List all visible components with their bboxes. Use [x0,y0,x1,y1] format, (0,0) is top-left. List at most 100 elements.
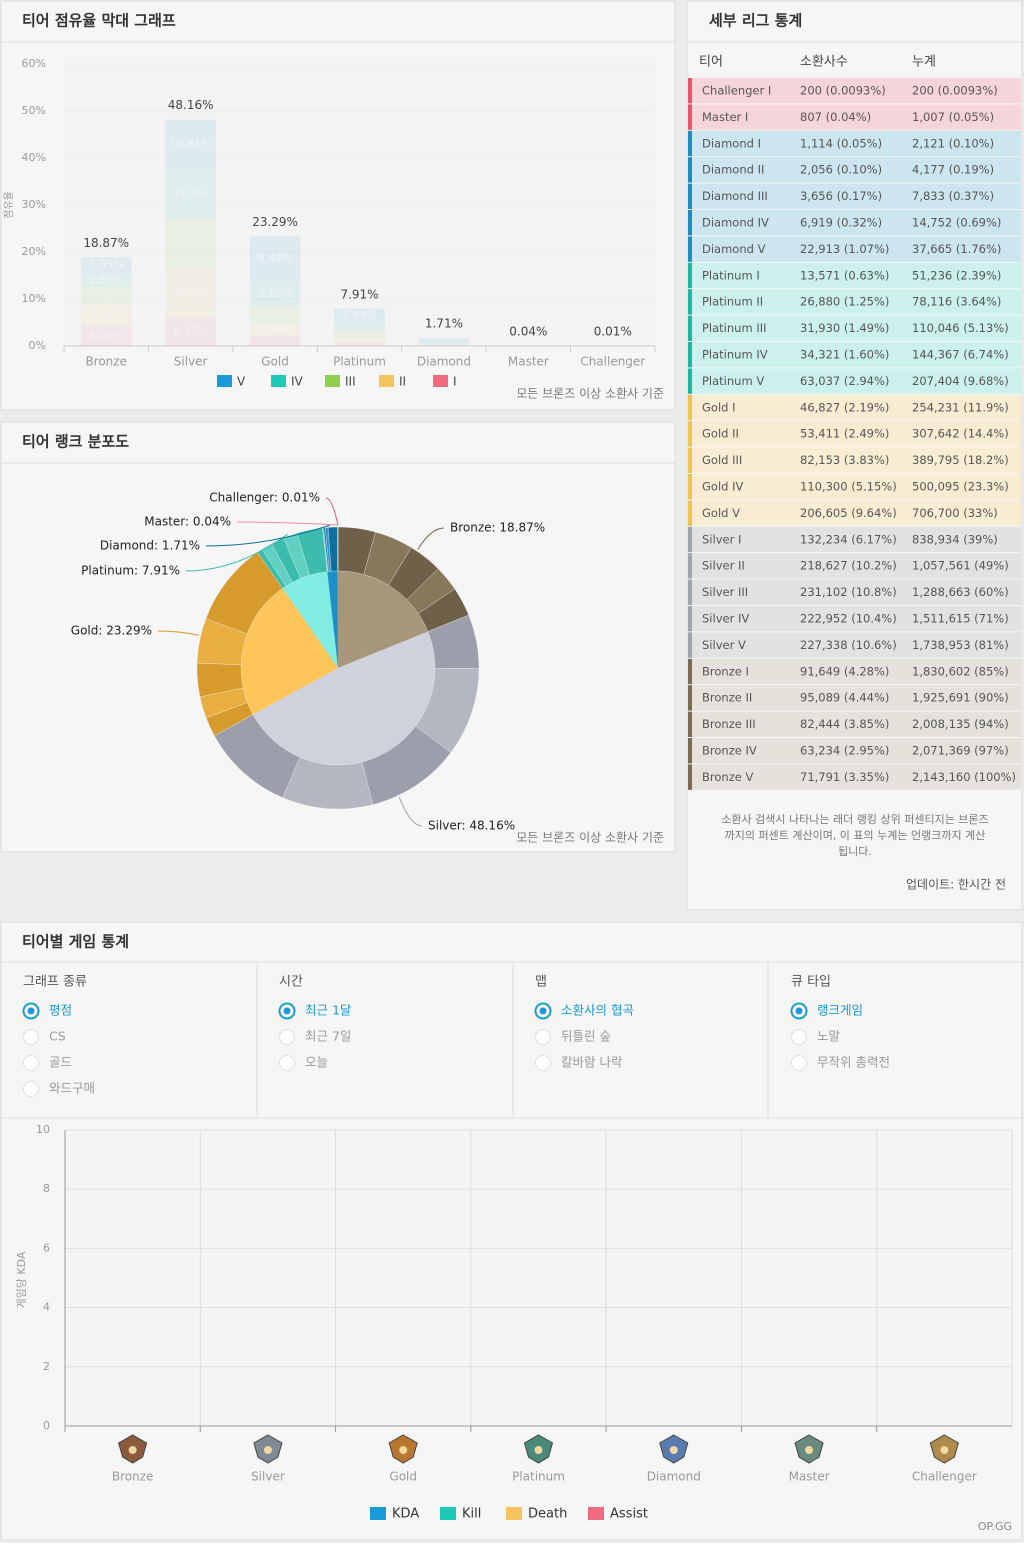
segment-label: 2.95% [89,273,124,286]
panel-title: 티어별 게임 통계 [22,933,129,951]
tier-emblem-gem [399,1446,408,1454]
segment-label: 9.64% [258,252,293,265]
row-tier-bar [688,342,692,368]
y-tick-label: 6 [43,1241,50,1254]
table-cell: 132,234 (6.17%) [800,532,897,546]
segment-label: 5.15% [258,287,293,300]
y-tick-label: 0 [43,1419,50,1432]
table-cell: 2,008,135 (94%) [912,717,1009,731]
table-row [688,236,1021,262]
pie-slice [327,571,338,668]
radio[interactable] [791,1055,807,1071]
plot-area [65,1130,1012,1426]
table-cell: 71,791 (3.35%) [800,770,889,784]
radio-label[interactable]: CS [49,1029,66,1044]
slice-label: Silver: 48.16% [428,819,515,833]
row-tier-bar [688,210,692,236]
bar-segment [334,337,385,344]
radio-label[interactable]: 칼바람 나락 [561,1055,623,1070]
y-tick-label: 4 [43,1301,50,1314]
table-cell: 53,411 (2.49%) [800,427,889,441]
radio-label[interactable]: 최근 1달 [305,1003,352,1018]
bar-segment [165,169,216,219]
table-cell: Silver II [702,559,745,573]
radio[interactable] [791,1029,807,1045]
radio-label[interactable]: 최근 7일 [305,1029,351,1044]
table-cell: 807 (0.04%) [800,110,871,124]
radio-label[interactable]: 평점 [49,1003,72,1018]
table-cell: Platinum I [702,268,760,282]
legend-label: KDA [392,1507,419,1522]
table-cell: Silver III [702,585,748,599]
radio-label[interactable]: 골드 [49,1055,72,1070]
table-row [688,157,1021,183]
radio-dot[interactable] [283,1007,291,1015]
row-tier-bar [688,738,692,764]
x-tick-label: Gold [261,355,289,369]
bar-segment [249,324,301,336]
filter-label: 시간 [279,975,303,990]
x-tick-label: Master [508,355,549,369]
radio-label[interactable]: 소환사의 협곡 [561,1003,634,1018]
leader-line [325,497,339,526]
table-header: 누계 [912,55,936,70]
y-tick-label: 20% [22,245,46,258]
table-cell: 63,234 (2.95%) [800,744,889,758]
table-header: 티어 [699,55,723,70]
total-label: 23.29% [252,215,298,229]
panel-title: 티어 점유율 막대 그래프 [22,12,176,30]
row-tier-bar [688,685,692,711]
chart-note: 모든 브론즈 이상 소환사 기준 [516,387,664,401]
table-cell: 31,930 (1.49%) [800,321,889,335]
radio[interactable] [279,1055,295,1071]
radio-label[interactable]: 오늘 [305,1055,328,1070]
bar-segment [165,218,216,270]
table-cell: Challenger I [702,84,771,98]
table-row [688,262,1021,289]
leader-line [205,524,331,547]
y-tick-label: 30% [22,198,46,211]
radio[interactable] [535,1055,551,1071]
radio[interactable] [23,1055,39,1071]
radio[interactable] [23,1029,39,1045]
x-tick-label: Diamond [647,1470,701,1484]
table-note: 까지의 퍼센트 계산이며, 이 표의 누계는 언랭크까지 계산 [725,829,986,842]
leader-line [236,521,338,526]
table-cell: 1,288,663 (60%) [912,585,1009,599]
radio[interactable] [535,1029,551,1045]
table-cell: 218,627 (10.2%) [800,559,897,573]
bar-segment [80,286,132,306]
radio[interactable] [279,1029,295,1045]
filter-label: 맵 [535,975,547,990]
radio-label[interactable]: 뒤틀린 숲 [561,1029,611,1044]
x-tick-label: Challenger [912,1470,977,1484]
radio-label[interactable]: 와드구매 [49,1081,95,1096]
table-cell: Gold IV [702,480,743,494]
table-cell: 1,114 (0.05%) [800,136,882,150]
x-tick-label: Platinum [512,1470,565,1484]
table-row [688,368,1021,394]
radio[interactable] [23,1081,39,1097]
radio-label[interactable]: 랭크게임 [817,1003,863,1018]
y-tick-label: 10 [36,1123,50,1136]
radio-label[interactable]: 노말 [817,1029,841,1044]
radio-dot[interactable] [795,1007,803,1015]
table-cell: Bronze IV [702,744,757,758]
table-row [688,78,1021,104]
slice-label: Platinum: 7.91% [81,564,180,578]
row-tier-bar [688,130,692,157]
table-cell: Bronze V [702,770,753,784]
segment-label: 10.61% [170,138,212,151]
row-tier-bar [688,368,692,394]
bar-segment [165,119,216,170]
table-row [688,685,1021,711]
total-label: 18.87% [83,236,129,250]
row-tier-bar [688,579,692,605]
row-tier-bar [688,315,692,341]
y-tick-label: 8 [43,1182,50,1195]
radio-label[interactable]: 무작위 총력전 [817,1055,890,1070]
y-axis-label: 게임당 KDA [15,1251,28,1308]
radio-dot[interactable] [27,1007,35,1015]
radio-dot[interactable] [539,1007,547,1015]
segment-label: 3.35% [89,258,124,271]
